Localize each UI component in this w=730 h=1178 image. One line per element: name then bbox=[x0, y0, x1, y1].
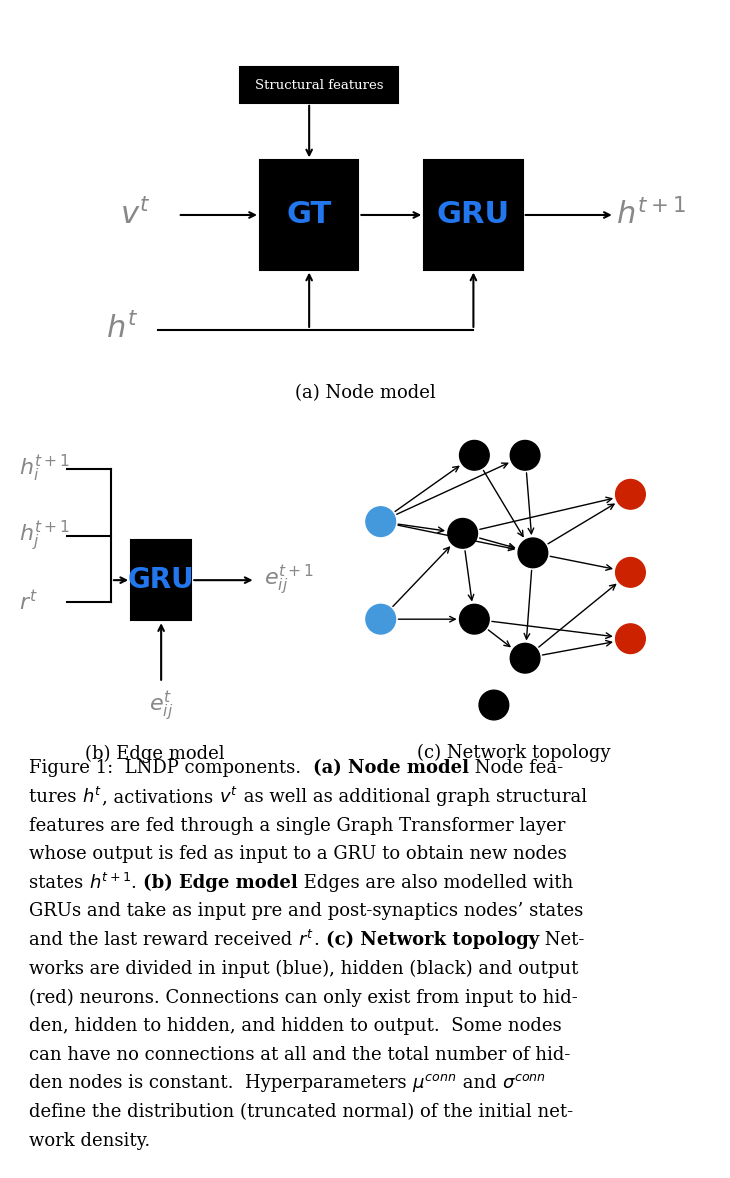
Text: $\sigma^{conn}$: $\sigma^{conn}$ bbox=[502, 1074, 546, 1092]
Circle shape bbox=[615, 624, 645, 654]
Text: $e_{ij}^{t}$: $e_{ij}^{t}$ bbox=[149, 690, 173, 724]
Text: Edges are also modelled with: Edges are also modelled with bbox=[298, 874, 573, 892]
Text: (c) Network topology: (c) Network topology bbox=[326, 931, 539, 949]
Text: $h_i^{t+1}$: $h_i^{t+1}$ bbox=[19, 454, 70, 484]
Text: and the last reward received: and the last reward received bbox=[29, 931, 298, 949]
Circle shape bbox=[460, 441, 489, 470]
Circle shape bbox=[518, 538, 548, 568]
Text: tures: tures bbox=[29, 788, 82, 806]
Text: $h^t$: $h^t$ bbox=[106, 315, 138, 345]
Text: $r^t$: $r^t$ bbox=[19, 590, 37, 615]
Circle shape bbox=[460, 604, 489, 634]
Text: work density.: work density. bbox=[29, 1132, 150, 1150]
Text: $v^t$: $v^t$ bbox=[219, 787, 238, 807]
Text: (red) neurons. Connections can only exist from input to hid-: (red) neurons. Connections can only exis… bbox=[29, 988, 578, 1006]
Text: $h_j^{t+1}$: $h_j^{t+1}$ bbox=[19, 518, 70, 552]
Text: $r^t$: $r^t$ bbox=[298, 931, 314, 951]
Text: .: . bbox=[131, 874, 143, 892]
Text: $h^{t+1}$: $h^{t+1}$ bbox=[616, 199, 685, 231]
FancyBboxPatch shape bbox=[260, 160, 358, 270]
Text: GRU: GRU bbox=[437, 200, 510, 230]
Text: whose output is fed as input to a GRU to obtain new nodes: whose output is fed as input to a GRU to… bbox=[29, 845, 567, 863]
Text: Node fea-: Node fea- bbox=[469, 760, 563, 777]
Text: Structural features: Structural features bbox=[255, 79, 383, 92]
Text: (a) Node model: (a) Node model bbox=[295, 384, 435, 402]
Text: can have no connections at all and the total number of hid-: can have no connections at all and the t… bbox=[29, 1046, 571, 1064]
Text: and: and bbox=[457, 1074, 502, 1092]
Text: $h^t$: $h^t$ bbox=[82, 787, 102, 807]
Text: (b) Edge model: (b) Edge model bbox=[143, 874, 298, 892]
Text: $\mu^{conn}$: $\mu^{conn}$ bbox=[412, 1072, 457, 1094]
Circle shape bbox=[615, 557, 645, 587]
FancyBboxPatch shape bbox=[240, 67, 398, 102]
Text: (a) Node model: (a) Node model bbox=[313, 760, 469, 777]
Text: $e_{ij}^{t+1}$: $e_{ij}^{t+1}$ bbox=[264, 563, 314, 597]
Circle shape bbox=[366, 507, 396, 536]
Text: (b) Edge model: (b) Edge model bbox=[85, 746, 225, 763]
Text: .: . bbox=[314, 931, 326, 949]
Circle shape bbox=[366, 604, 396, 634]
Text: states: states bbox=[29, 874, 89, 892]
FancyBboxPatch shape bbox=[131, 540, 191, 621]
Text: GRUs and take as input pre and post-synaptics nodes’ states: GRUs and take as input pre and post-syna… bbox=[29, 902, 583, 920]
Text: Figure 1:  LNDP components.: Figure 1: LNDP components. bbox=[29, 760, 313, 777]
Text: GRU: GRU bbox=[128, 567, 194, 594]
Text: define the distribution (truncated normal) of the initial net-: define the distribution (truncated norma… bbox=[29, 1103, 573, 1121]
FancyBboxPatch shape bbox=[424, 160, 523, 270]
Circle shape bbox=[447, 518, 477, 548]
Text: features are fed through a single Graph Transformer layer: features are fed through a single Graph … bbox=[29, 816, 566, 834]
Circle shape bbox=[615, 479, 645, 509]
Text: $h^{t+1}$: $h^{t+1}$ bbox=[89, 873, 131, 893]
Text: (c) Network topology: (c) Network topology bbox=[417, 744, 610, 762]
Text: den, hidden to hidden, and hidden to output.  Some nodes: den, hidden to hidden, and hidden to out… bbox=[29, 1017, 562, 1035]
Text: works are divided in input (blue), hidden (black) and output: works are divided in input (blue), hidde… bbox=[29, 960, 579, 978]
Circle shape bbox=[479, 690, 509, 720]
Circle shape bbox=[510, 441, 540, 470]
Circle shape bbox=[510, 643, 540, 673]
Text: , activations: , activations bbox=[102, 788, 219, 806]
Text: GT: GT bbox=[287, 200, 331, 230]
Text: Net-: Net- bbox=[539, 931, 584, 949]
Text: $v^t$: $v^t$ bbox=[120, 199, 150, 231]
Text: den nodes is constant.  Hyperparameters: den nodes is constant. Hyperparameters bbox=[29, 1074, 412, 1092]
Text: as well as additional graph structural: as well as additional graph structural bbox=[238, 788, 587, 806]
